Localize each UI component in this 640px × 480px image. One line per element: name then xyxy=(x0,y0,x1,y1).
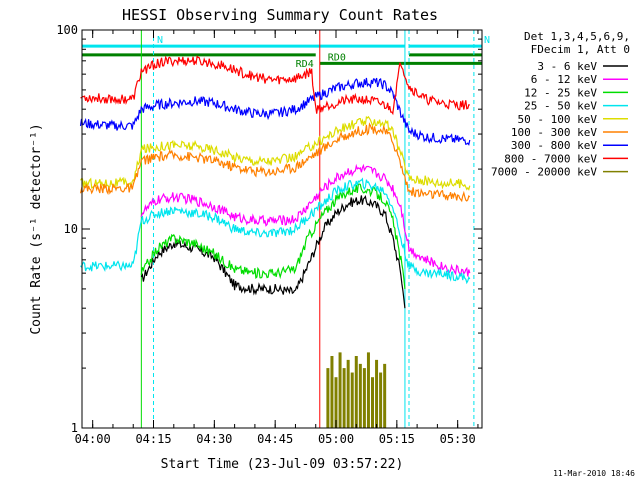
annotation-label: RD4 xyxy=(296,59,314,70)
legend-label: 300 - 800 keV xyxy=(511,139,597,152)
x-tick-label: 04:30 xyxy=(196,432,232,446)
annotation-bars: N N RD0 RD4 xyxy=(82,35,490,70)
x-tick-label: 05:15 xyxy=(379,432,415,446)
legend-label: 800 - 7000 keV xyxy=(504,152,597,165)
series-line-50-100kev xyxy=(80,115,471,191)
series-line-3-6kev xyxy=(140,194,406,309)
y-axis-label: Count Rate (s⁻¹ detector⁻¹) xyxy=(29,123,44,334)
legend-label: 6 - 12 keV xyxy=(531,73,598,86)
annotation-label: RD0 xyxy=(328,52,346,63)
y-tick-label: 100 xyxy=(56,23,78,37)
legend-title-line-2: FDecim 1, Att 0 xyxy=(531,43,630,56)
annotation-label: N xyxy=(157,35,163,46)
axes: 04:00 04:15 04:30 04:45 05:00 05:15 05:30 1 10 10… xyxy=(56,23,482,446)
legend-label: 3 - 6 keV xyxy=(537,60,597,73)
x-tick-label: 04:00 xyxy=(75,432,111,446)
x-tick-label: 05:30 xyxy=(440,432,476,446)
series-line-25-50kev xyxy=(80,177,471,285)
x-tick-label: 04:15 xyxy=(135,432,171,446)
y-tick-label: 10 xyxy=(64,222,78,236)
series-line-300-800kev xyxy=(79,77,471,146)
x-axis-label: Start Time (23-Jul-09 03:57:22) xyxy=(161,457,404,472)
series-line-6-12kev xyxy=(140,163,471,277)
legend-label: 100 - 300 keV xyxy=(511,126,597,139)
series-line-12-25kev xyxy=(140,183,406,289)
footer-timestamp: 11-Mar-2010 18:46 xyxy=(553,469,635,478)
x-tick-label: 04:45 xyxy=(257,432,293,446)
series-line-100-300kev xyxy=(79,122,471,203)
legend-label: 7000 - 20000 keV xyxy=(491,166,597,179)
annotation-label: N xyxy=(484,35,490,46)
chart-title: HESSI Observing Summary Count Rates xyxy=(122,6,438,24)
series-group xyxy=(79,55,471,428)
legend-label: 25 - 50 keV xyxy=(524,100,597,113)
y-tick-label: 1 xyxy=(71,421,78,435)
legend-title-line-1: Det 1,3,4,5,6,9, xyxy=(524,30,630,43)
series-line-800-7000kev xyxy=(80,55,470,116)
legend-label: 12 - 25 keV xyxy=(524,86,597,99)
x-tick-label: 05:00 xyxy=(318,432,354,446)
legend-label: 50 - 100 keV xyxy=(518,113,598,126)
